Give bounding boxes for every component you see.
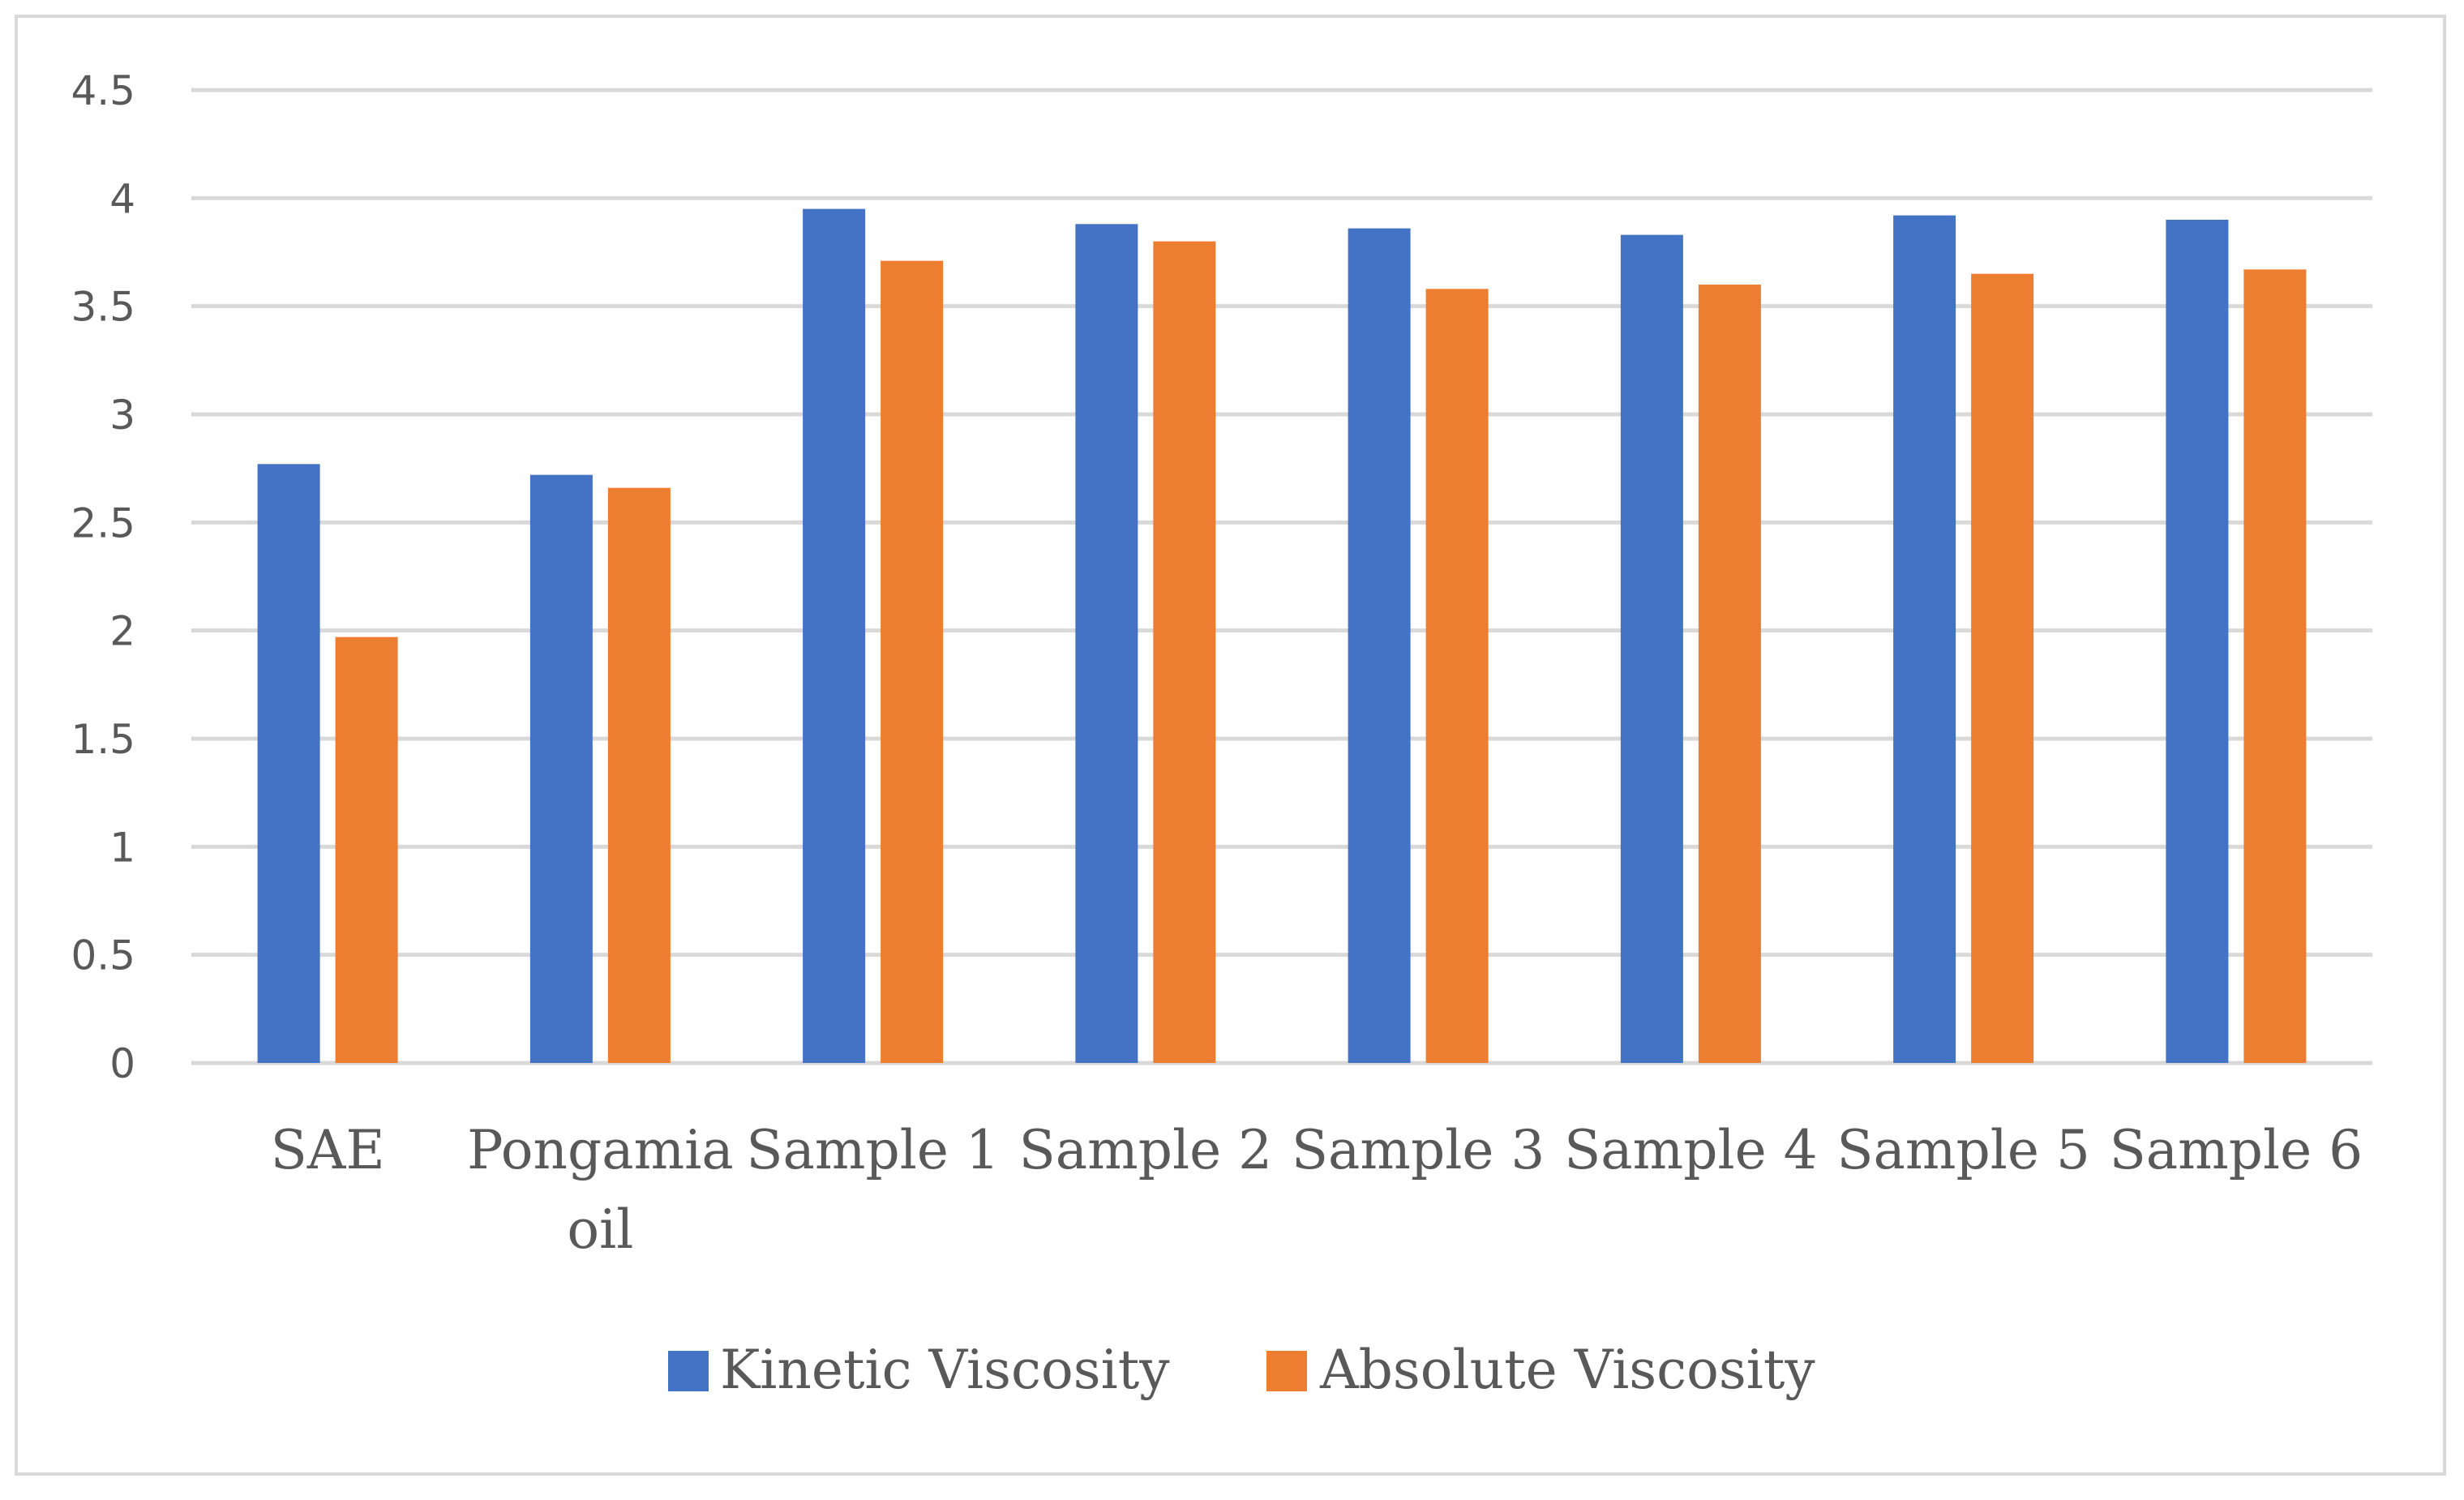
legend-swatch-absolute-viscosity[interactable] [1266,1351,1307,1391]
bar-absolute-viscosity-sae[interactable] [335,636,398,1063]
y-tick-label: 3.5 [71,284,135,331]
bar-kinetic-viscosity-sample-1[interactable] [803,208,866,1064]
x-axis-categories: SAE Pongamia oil Sample 1 Sample 2 Sample 3 Sa… [271,1119,2363,1261]
bar-absolute-viscosity-sample-1[interactable] [881,260,944,1064]
bars [257,208,2307,1064]
category-label: Pongamia [467,1119,734,1181]
y-tick-label: 0.5 [71,932,135,979]
bar-absolute-viscosity-sample-6[interactable] [2243,269,2307,1063]
category-label: Sample 6 [2110,1119,2363,1181]
bar-kinetic-viscosity-sample-2[interactable] [1075,224,1138,1063]
bar-kinetic-viscosity-pongamia-oil[interactable] [529,474,593,1063]
y-axis-ticks: 0 0.5 1 1.5 2 2.5 3 3.5 4 4.5 [71,67,135,1087]
category-label: Sample 1 [746,1119,1000,1181]
bar-absolute-viscosity-sample-4[interactable] [1698,285,1761,1063]
legend-swatch-kinetic-viscosity[interactable] [668,1351,709,1391]
bar-kinetic-viscosity-sample-6[interactable] [2166,220,2229,1063]
bar-absolute-viscosity-sample-5[interactable] [1971,273,2034,1064]
y-tick-label: 4.5 [71,67,135,114]
category-label: Sample 2 [1019,1119,1273,1181]
y-tick-label: 3 [109,392,135,439]
chart-frame [15,15,2446,1476]
category-label: oil [567,1198,633,1261]
legend-label-kinetic-viscosity[interactable]: Kinetic Viscosity [720,1339,1170,1401]
gridlines [191,88,2372,1065]
legend[interactable]: Kinetic Viscosity Absolute Viscosity [668,1339,1815,1401]
bar-absolute-viscosity-pongamia-oil[interactable] [607,487,671,1063]
y-tick-label: 4 [109,175,135,222]
category-label: SAE [271,1119,385,1181]
bar-kinetic-viscosity-sample-3[interactable] [1348,228,1411,1064]
category-label: Sample 5 [1836,1119,2090,1181]
bar-kinetic-viscosity-sample-4[interactable] [1620,234,1683,1064]
category-label: Sample 4 [1564,1119,1818,1181]
bar-absolute-viscosity-sample-3[interactable] [1425,289,1489,1063]
category-label: Sample 3 [1292,1119,1545,1181]
bar-kinetic-viscosity-sample-5[interactable] [1893,215,1956,1064]
y-tick-label: 1.5 [71,716,135,763]
bar-kinetic-viscosity-sae[interactable] [257,464,320,1063]
y-tick-label: 0 [109,1040,135,1087]
bar-absolute-viscosity-sample-2[interactable] [1153,241,1216,1064]
legend-label-absolute-viscosity[interactable]: Absolute Viscosity [1319,1339,1815,1401]
y-tick-label: 1 [109,824,135,871]
y-tick-label: 2 [109,608,135,655]
y-tick-label: 2.5 [71,499,135,546]
